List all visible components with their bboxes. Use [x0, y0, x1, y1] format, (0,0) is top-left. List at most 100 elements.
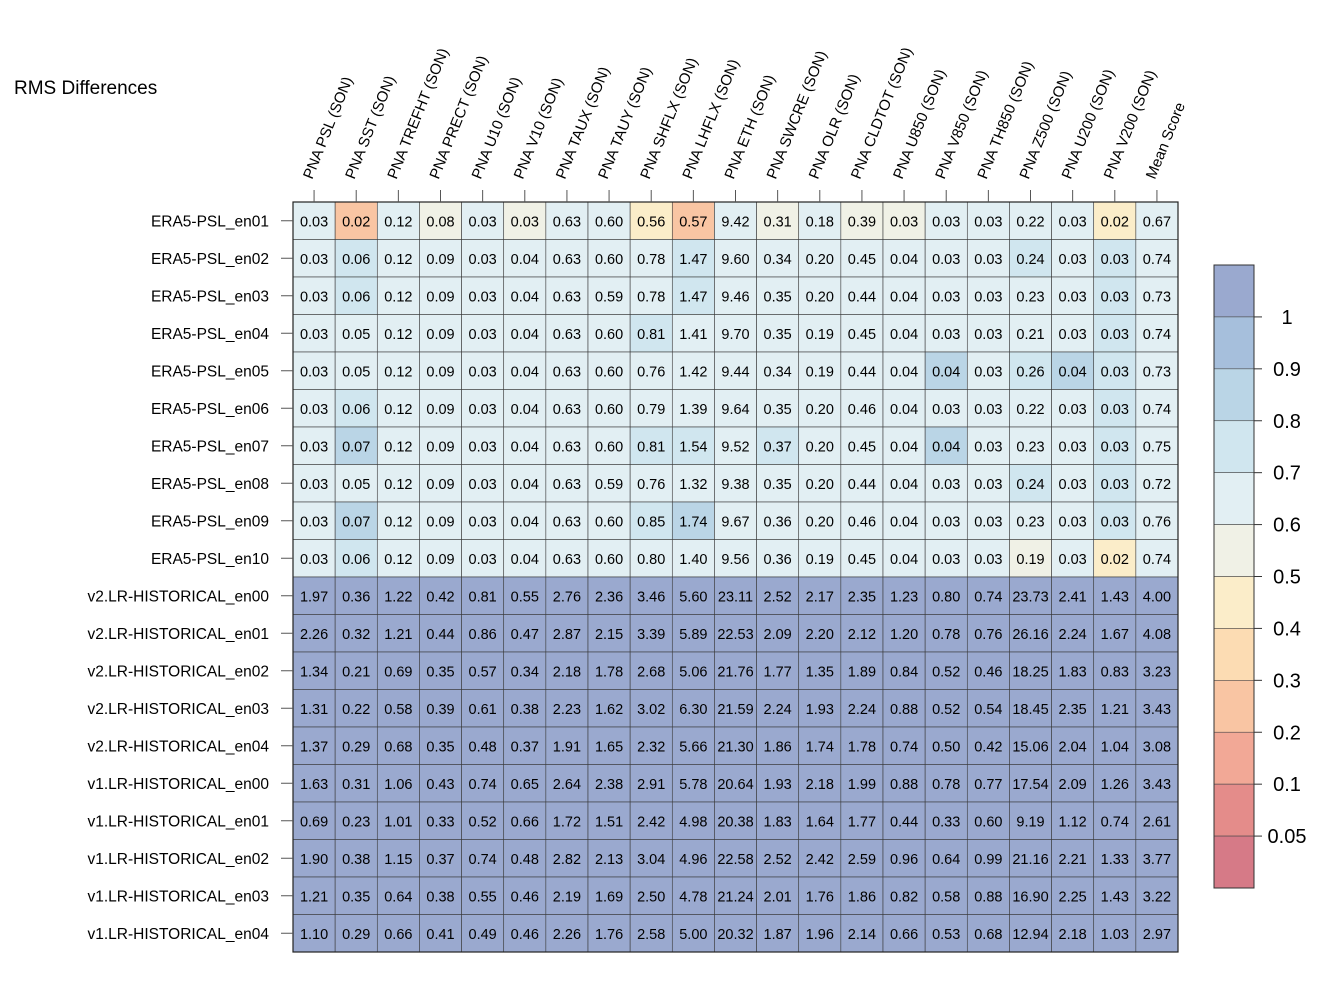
cell-value: 0.73 — [1143, 289, 1171, 305]
cell-value: 0.12 — [384, 514, 412, 530]
heatmap-cell — [503, 726, 547, 765]
cell-value: 0.48 — [469, 739, 497, 755]
cell-value: 4.08 — [1143, 627, 1171, 643]
cell-value: 1.33 — [1101, 852, 1129, 868]
cell-value: 0.35 — [764, 327, 792, 343]
cell-value: 2.52 — [764, 852, 792, 868]
cell-value: 1.22 — [384, 589, 412, 605]
heatmap-cell — [924, 764, 968, 803]
row-label: ERA5-PSL_en05 — [151, 363, 269, 380]
cell-value: 1.83 — [1059, 664, 1087, 680]
cell-value: 0.64 — [932, 852, 960, 868]
heatmap-cell — [1051, 801, 1095, 840]
cell-value: 0.04 — [511, 477, 539, 493]
row-label: ERA5-PSL_en07 — [151, 438, 269, 455]
heatmap-cell — [756, 689, 800, 728]
row-label: v1.LR-HISTORICAL_en00 — [88, 776, 270, 793]
cell-value: 0.68 — [974, 927, 1002, 943]
cell-value: 0.88 — [974, 889, 1002, 905]
colorbar-label: 0.4 — [1273, 618, 1301, 640]
heatmap-cell — [756, 314, 800, 353]
cell-value: 0.45 — [848, 252, 876, 268]
heatmap-cell — [629, 839, 673, 878]
cell-value: 3.04 — [637, 852, 665, 868]
cell-value: 2.97 — [1143, 927, 1171, 943]
cell-value: 1.54 — [679, 439, 707, 455]
heatmap-cell — [924, 389, 968, 428]
cell-value: 0.57 — [469, 664, 497, 680]
heatmap-cell — [671, 239, 715, 278]
heatmap-cell — [924, 501, 968, 540]
colorbar-label: 0.5 — [1273, 567, 1301, 589]
heatmap-cell — [1051, 876, 1095, 915]
heatmap-cell — [376, 539, 420, 578]
cell-value: 0.12 — [384, 477, 412, 493]
cell-value: 2.18 — [806, 777, 834, 793]
cell-value: 1.43 — [1101, 889, 1129, 905]
cell-value: 0.03 — [469, 552, 497, 568]
cell-value: 0.03 — [469, 214, 497, 230]
heatmap-cell — [419, 314, 462, 353]
heatmap-cell — [1009, 501, 1052, 540]
heatmap-cell — [1135, 914, 1179, 953]
heatmap-cell — [840, 576, 884, 615]
cell-value: 0.03 — [974, 402, 1002, 418]
cell-value: 0.03 — [1059, 289, 1087, 305]
heatmap-cell — [798, 464, 842, 503]
heatmap-cell — [798, 314, 842, 353]
cell-value: 0.56 — [637, 214, 665, 230]
cell-value: 4.96 — [679, 852, 707, 868]
cell-value: 2.35 — [848, 589, 876, 605]
cell-value: 4.00 — [1143, 589, 1171, 605]
heatmap-cell — [966, 389, 1010, 428]
cell-value: 9.46 — [721, 289, 749, 305]
heatmap-cell — [714, 764, 757, 803]
cell-value: 1.42 — [679, 364, 707, 380]
cell-value: 20.32 — [717, 927, 753, 943]
heatmap-cell — [461, 726, 505, 765]
cell-value: 1.63 — [300, 777, 328, 793]
heatmap-cell — [671, 914, 715, 953]
heatmap-cell — [419, 576, 462, 615]
heatmap-cell — [419, 539, 462, 578]
cell-value: 0.74 — [974, 589, 1002, 605]
colorbar-segment — [1213, 524, 1255, 577]
heatmap-cell — [629, 314, 673, 353]
cell-value: 0.74 — [1143, 327, 1171, 343]
colorbar-segment — [1213, 472, 1255, 525]
cell-value: 0.03 — [932, 214, 960, 230]
heatmap-cell — [587, 764, 631, 803]
cell-value: 0.99 — [974, 852, 1002, 868]
cell-value: 0.08 — [426, 214, 454, 230]
cell-value: 1.69 — [595, 889, 623, 905]
colorbar-label: 0.7 — [1273, 463, 1301, 485]
heatmap-cell — [1135, 539, 1179, 578]
cell-value: 0.42 — [974, 739, 1002, 755]
cell-value: 0.84 — [890, 664, 918, 680]
cell-value: 0.03 — [974, 289, 1002, 305]
cell-value: 0.46 — [511, 927, 539, 943]
cell-value: 0.03 — [1101, 252, 1129, 268]
heatmap-cell — [1051, 351, 1095, 390]
cell-value: 1.51 — [595, 814, 623, 830]
heatmap-cell — [376, 726, 420, 765]
cell-value: 0.48 — [511, 852, 539, 868]
cell-value: 9.56 — [721, 552, 749, 568]
cell-value: 2.13 — [595, 852, 623, 868]
heatmap-cell — [798, 576, 842, 615]
heatmap-cell — [334, 764, 378, 803]
heatmap-cell — [334, 314, 378, 353]
cell-value: 23.11 — [718, 589, 753, 605]
cell-value: 0.59 — [595, 477, 623, 493]
heatmap-cell — [587, 614, 631, 653]
colorbar-label: 0.3 — [1273, 670, 1301, 692]
cell-value: 1.78 — [595, 664, 623, 680]
heatmap-cell — [376, 614, 420, 653]
heatmap-cell — [756, 914, 800, 953]
heatmap-cell — [798, 801, 842, 840]
cell-value: 0.03 — [932, 327, 960, 343]
cell-value: 2.24 — [848, 702, 876, 718]
cell-value: 2.18 — [553, 664, 581, 680]
cell-value: 0.03 — [469, 289, 497, 305]
heatmap-cell — [587, 501, 631, 540]
